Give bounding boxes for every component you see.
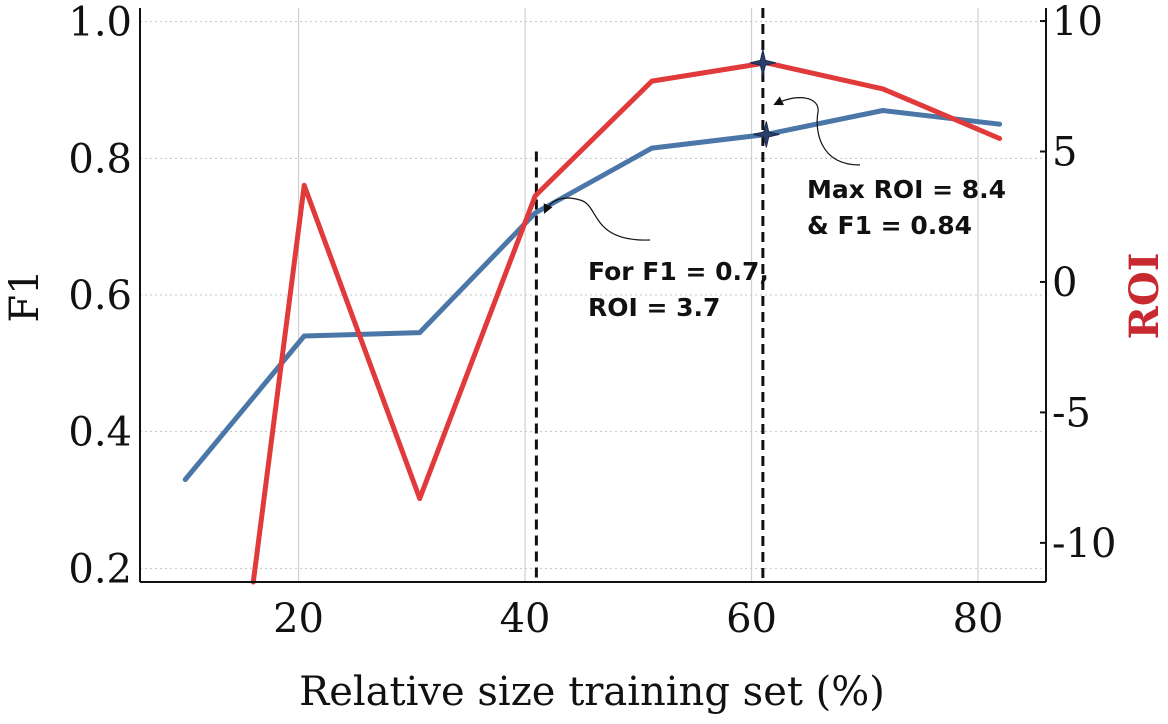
- y-left-tick-label: 0.8: [68, 136, 132, 182]
- data-point-roi: [997, 136, 1002, 141]
- y-left-tick-label: 0.6: [68, 273, 132, 319]
- annotation-arrow: [773, 96, 861, 166]
- y-left-tick-label: 0.4: [68, 410, 132, 456]
- annotation-text-line: & F1 = 0.84: [807, 211, 972, 240]
- y-right-axis-title: ROI: [1121, 253, 1168, 340]
- x-tick-label: 80: [953, 596, 1004, 642]
- data-point-f1: [417, 330, 423, 335]
- data-point-roi: [301, 183, 307, 188]
- annotation-text-line: ROI = 3.7: [588, 293, 720, 322]
- annotation-arrow: [543, 197, 651, 241]
- axis-layer: [139, 8, 1047, 583]
- annotation-text-line: Max ROI = 8.4: [807, 175, 1006, 204]
- data-point-roi: [417, 496, 423, 501]
- x-axis-title: Relative size training set (%): [299, 669, 885, 715]
- y-right-tick-label: -10: [1052, 521, 1116, 567]
- star-marker: [753, 121, 780, 148]
- x-tick-label: 60: [726, 596, 777, 642]
- data-point-f1: [532, 210, 538, 216]
- y-left-axis-title: F1: [2, 269, 48, 322]
- x-tick-label: 40: [500, 596, 551, 642]
- data-point-roi: [880, 86, 886, 92]
- data-point-roi: [532, 193, 538, 199]
- series-line-roi: [250, 60, 1003, 585]
- y-right-tick-label: 5: [1052, 130, 1077, 176]
- data-point-f1: [649, 145, 655, 151]
- data-point-f1: [182, 477, 188, 482]
- marker-layer: [749, 49, 780, 148]
- tick-layer: 20 40 60 80 0.2 0.4 0.6 0.8 1.0 -10 -5 0 5 10: [68, 0, 1116, 642]
- data-point-roi: [649, 78, 655, 84]
- series-line-f1: [182, 108, 1003, 482]
- annotation-layer: For F1 = 0.7, ROI = 3.7 Max ROI = 8.4 & F1 …: [543, 96, 1006, 322]
- data-point-f1: [301, 333, 307, 339]
- star-marker: [749, 49, 777, 76]
- series-layer: [182, 60, 1003, 585]
- y-right-tick-label: -5: [1052, 390, 1091, 436]
- annotation-text-line: For F1 = 0.7,: [588, 257, 769, 286]
- data-point-f1: [880, 108, 886, 113]
- y-left-tick-label: 0.2: [68, 546, 132, 592]
- data-point-f1: [997, 121, 1002, 127]
- y-right-tick-label: 0: [1052, 260, 1077, 306]
- vline-layer: [534, 8, 765, 582]
- y-left-tick-label: 1.0: [68, 0, 132, 46]
- x-tick-label: 20: [273, 596, 324, 642]
- y-right-tick-label: 10: [1052, 0, 1103, 45]
